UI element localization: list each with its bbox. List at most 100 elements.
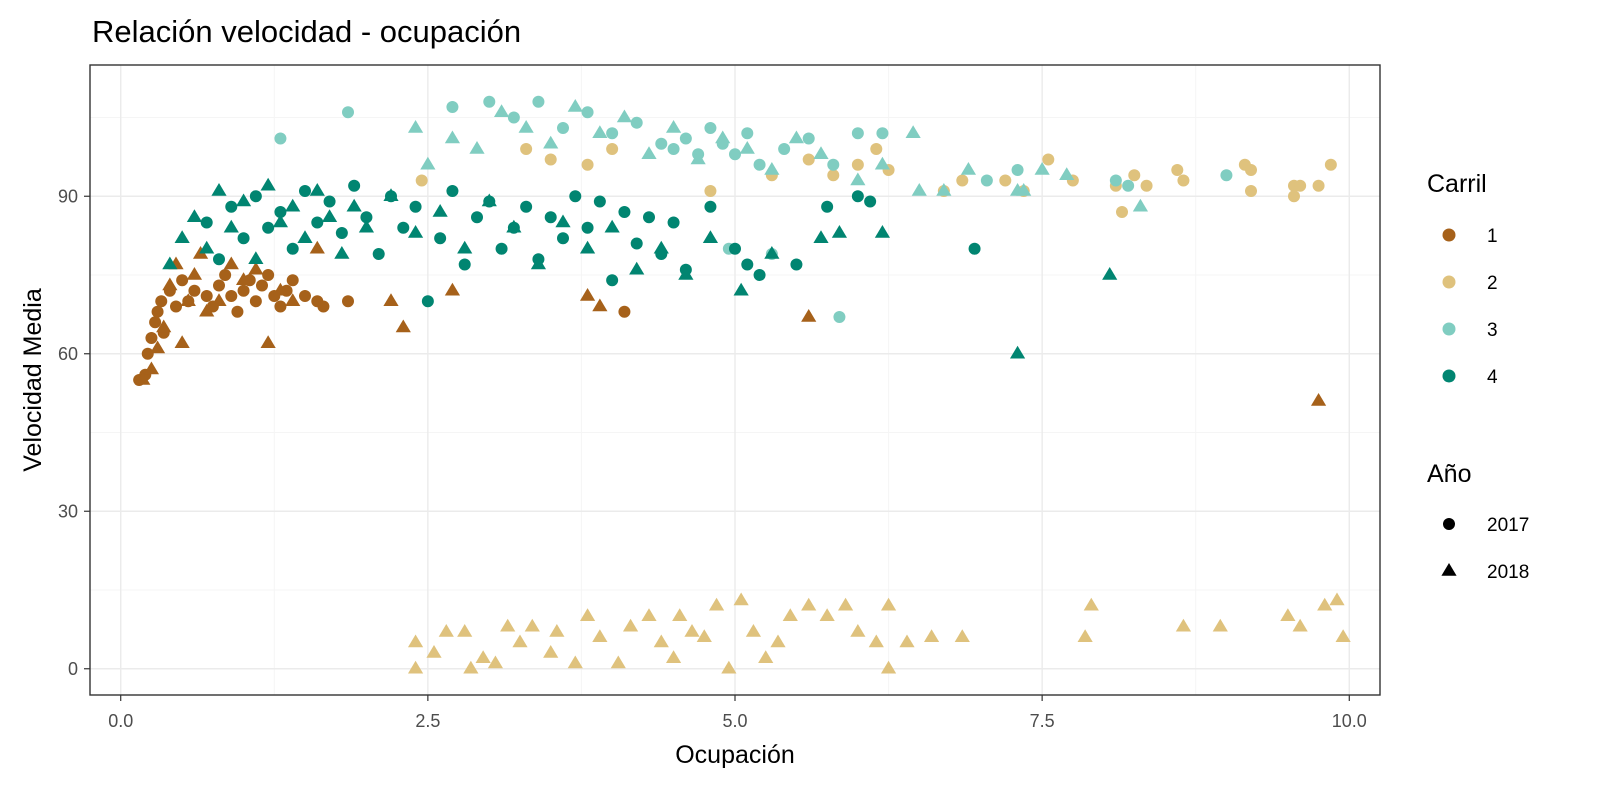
y-axis-title: Velocidad Media: [19, 288, 47, 472]
data-point: [358, 219, 375, 233]
data-point: [870, 143, 883, 155]
data-point: [880, 597, 897, 611]
data-point: [407, 634, 424, 648]
legend-key-carril-4: [1442, 369, 1456, 383]
data-point: [223, 219, 239, 233]
data-point: [274, 132, 287, 145]
legend-label-2018: 2018: [1487, 562, 1529, 583]
legend-label-carril-4: 4: [1487, 367, 1498, 388]
plot-panel: [90, 65, 1380, 695]
data-point: [606, 143, 619, 155]
data-point: [397, 221, 410, 234]
data-point: [733, 282, 749, 296]
data-point: [581, 158, 594, 171]
data-point: [260, 177, 276, 191]
data-point: [434, 232, 447, 245]
x-axis-title: Ocupación: [675, 741, 795, 769]
data-point: [543, 645, 559, 658]
data-point: [606, 127, 619, 140]
data-point: [421, 295, 434, 308]
data-point: [544, 153, 557, 166]
data-point: [213, 253, 225, 266]
y-tick-label: 60: [58, 344, 78, 364]
data-point: [923, 629, 940, 643]
data-point: [249, 190, 262, 203]
data-point: [741, 258, 754, 271]
data-point: [1128, 169, 1141, 182]
data-point: [135, 372, 151, 385]
data-point: [1132, 198, 1149, 212]
data-point: [868, 634, 884, 648]
data-point: [248, 261, 264, 275]
data-point: [581, 221, 594, 234]
data-point: [334, 246, 350, 259]
data-point: [616, 109, 633, 123]
data-point: [851, 158, 864, 171]
data-point: [604, 219, 620, 233]
data-point: [739, 141, 755, 154]
data-point: [481, 193, 497, 207]
legend-label-2017: 2017: [1487, 515, 1529, 536]
data-point: [248, 251, 264, 265]
data-point: [225, 200, 238, 213]
data-point: [383, 293, 399, 307]
legend: Carril Año 1 2 3 4 2017 2018: [1427, 170, 1529, 583]
data-point: [753, 158, 766, 171]
data-point: [1171, 164, 1184, 176]
data-point: [679, 132, 692, 145]
data-point: [643, 211, 655, 224]
x-tick-label: 2.5: [415, 711, 440, 731]
data-point: [518, 120, 534, 133]
data-point: [274, 300, 287, 313]
data-point: [544, 211, 557, 224]
data-point: [1042, 153, 1055, 166]
data-point: [309, 183, 325, 196]
data-point: [1011, 164, 1024, 176]
data-point: [851, 127, 864, 140]
data-point: [260, 335, 276, 349]
data-point: [758, 650, 774, 664]
data-point: [672, 608, 688, 622]
data-point: [426, 645, 442, 658]
data-point: [678, 267, 694, 280]
data-point: [592, 125, 608, 139]
legend-key-carril-2: [1442, 275, 1456, 289]
data-point: [335, 227, 348, 239]
data-point: [905, 125, 921, 139]
data-point: [342, 106, 354, 119]
data-point: [968, 242, 981, 255]
data-point: [653, 240, 669, 254]
data-point: [170, 300, 182, 313]
data-point: [512, 634, 528, 648]
data-point: [864, 195, 877, 208]
data-point: [299, 185, 311, 197]
legend-key-2018: [1441, 563, 1457, 576]
data-point: [162, 256, 178, 270]
data-point: [520, 143, 533, 155]
data-point: [850, 624, 866, 637]
data-point: [1245, 185, 1257, 197]
data-point: [457, 240, 473, 254]
data-point: [262, 269, 275, 281]
data-point: [827, 169, 840, 182]
data-point: [1177, 174, 1190, 187]
data-point: [1288, 190, 1300, 203]
legend-key-carril-1: [1442, 228, 1456, 242]
legend-label-carril-1: 1: [1487, 226, 1498, 247]
data-point: [690, 151, 706, 165]
data-point: [174, 335, 190, 349]
data-point: [684, 624, 700, 637]
axes: 0.0 2.5 5.0 7.5 10.0 0 30 60 90: [58, 64, 1381, 731]
data-point: [299, 290, 311, 302]
data-point: [458, 258, 471, 271]
series-carril-2-2017: [415, 143, 1337, 218]
data-point: [407, 120, 424, 133]
data-point: [487, 655, 504, 669]
data-point: [1102, 267, 1118, 280]
data-point: [874, 225, 891, 238]
data-point: [311, 216, 324, 229]
data-point: [880, 660, 897, 674]
data-point: [606, 274, 619, 287]
data-point: [309, 240, 325, 254]
